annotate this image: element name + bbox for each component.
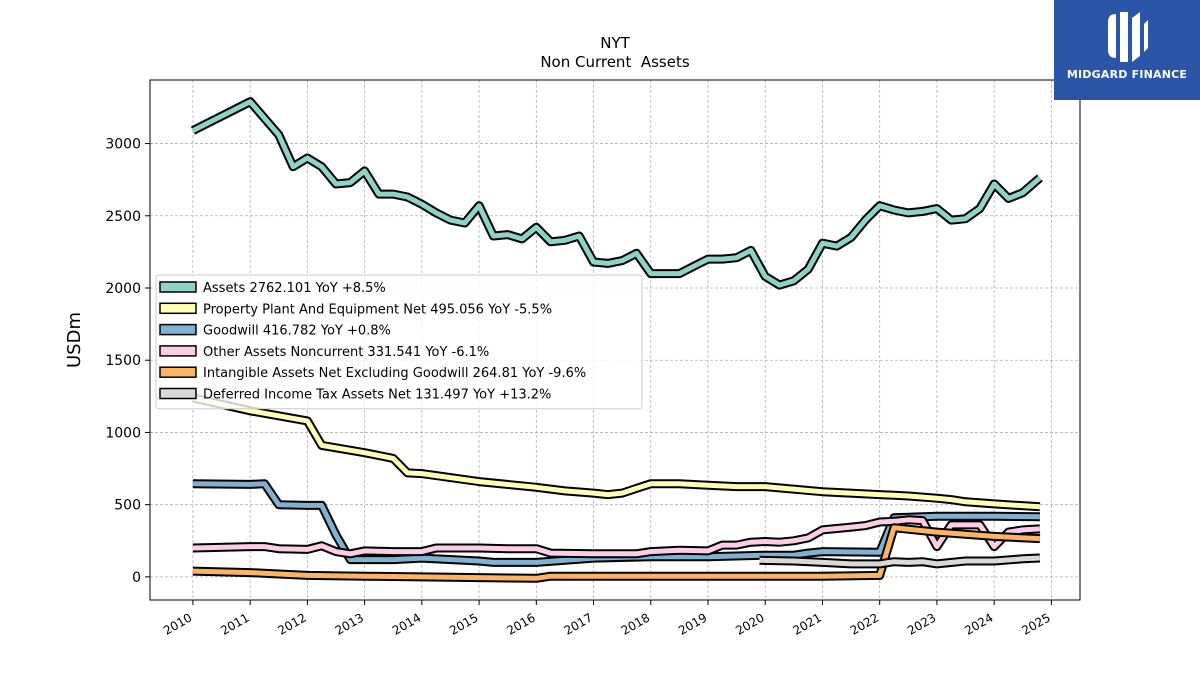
brand-logo-text: MIDGARD FINANCE (1066, 68, 1188, 81)
x-tick-label: 2024 (962, 610, 995, 637)
series-line-outline-property-plant-and-equipment-net (191, 393, 1041, 512)
series-line-other-assets-noncurrent (192, 517, 1041, 557)
x-tick-label: 2013 (333, 610, 366, 637)
x-tick-label: 2025 (1019, 610, 1052, 637)
legend-swatch (159, 366, 197, 378)
series-line-outline-assets (190, 97, 1043, 290)
x-tick-label: 2010 (161, 610, 194, 637)
x-tick-label: 2012 (275, 610, 308, 637)
series-line-deferred-income-tax-assets-net (759, 555, 1041, 567)
x-tick-label: 2017 (562, 610, 595, 637)
legend-label: Goodwill 416.782 YoY +0.8% (203, 324, 391, 339)
legend-label: Intangible Assets Net Excluding Goodwill… (203, 366, 586, 381)
x-tick-label: 2021 (791, 610, 824, 637)
series-line-property-plant-and-equipment-net (192, 395, 1041, 510)
y-tick-label: 3000 (105, 137, 141, 153)
legend-label: Property Plant And Equipment Net 495.056… (203, 302, 552, 317)
chart-subtitle: Non Current Assets (540, 53, 690, 71)
x-tick-label: 2022 (848, 610, 881, 637)
x-tick-label: 2014 (390, 610, 423, 637)
chart-title: NYT (600, 34, 630, 52)
x-tick-label: 2019 (676, 610, 709, 637)
y-tick-label: 1500 (105, 353, 141, 369)
legend-label: Deferred Income Tax Assets Net 131.497 Y… (203, 388, 551, 403)
brand-logo: MIDGARD FINANCE (1054, 0, 1200, 100)
legend-swatch (159, 302, 197, 315)
legend-swatch (159, 345, 197, 357)
y-tick-label: 1000 (105, 425, 141, 441)
legend-label: Other Assets Noncurrent 331.541 YoY -6.1… (203, 345, 489, 360)
legend-box (155, 274, 643, 410)
legend-swatch (159, 323, 197, 336)
series-line-assets (191, 99, 1042, 288)
legend-label: Assets 2762.101 YoY +8.5% (203, 281, 386, 296)
y-tick-label: 2500 (105, 209, 141, 225)
legend-swatch (159, 281, 197, 293)
brand-logo-mark-icon (1108, 12, 1148, 62)
y-tick-label: 0 (132, 570, 141, 586)
series-line-goodwill (192, 481, 1040, 565)
plot-frame (149, 79, 1081, 601)
x-tick-label: 2020 (733, 610, 766, 637)
x-tick-label: 2015 (447, 610, 480, 637)
y-axis-label: USDm (64, 312, 85, 368)
x-tick-label: 2016 (504, 610, 537, 637)
y-tick-label: 2000 (105, 281, 141, 297)
y-tick-label: 500 (114, 498, 141, 514)
legend: Assets 2762.101 YoY +8.5% Property Plant … (155, 274, 643, 410)
x-tick-label: 2018 (619, 610, 652, 637)
series-line-intangible-assets-net-excluding-goodwill (192, 525, 1041, 581)
x-tick-label: 2023 (905, 610, 938, 637)
legend-swatch (159, 387, 197, 400)
series-layer (190, 97, 1043, 583)
x-tick-label: 2011 (218, 610, 251, 637)
